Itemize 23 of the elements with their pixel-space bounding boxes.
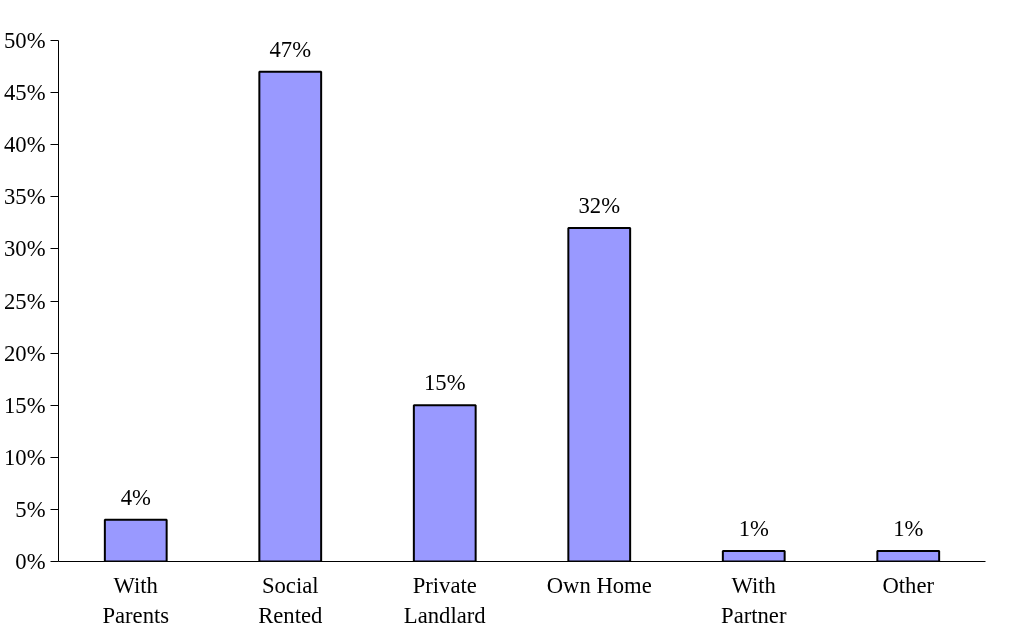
- data-label: 4%: [120, 484, 151, 510]
- x-tick-label: Private Landlard: [403, 572, 487, 628]
- y-tick-label: 50%: [3, 28, 46, 53]
- y-tick-label: 10%: [3, 444, 46, 470]
- y-tick-label: 15%: [3, 392, 46, 418]
- data-label: 1%: [738, 516, 769, 542]
- y-tick-label: 35%: [3, 184, 46, 210]
- x-tick-label: Own Home: [546, 572, 652, 598]
- data-label: 32%: [578, 193, 621, 219]
- x-tick-label: With Partner: [721, 572, 787, 628]
- y-tick-label: 0%: [15, 549, 46, 574]
- y-tick-label: 45%: [3, 80, 46, 106]
- x-tick-label: Social Rented: [258, 572, 324, 628]
- x-tick-label: With Parents: [102, 572, 170, 628]
- data-label: 1%: [893, 516, 924, 542]
- data-label: 15%: [423, 370, 466, 396]
- data-label: 47%: [269, 36, 312, 62]
- y-tick-label: 25%: [3, 288, 46, 314]
- y-tick-label: 5%: [15, 496, 46, 522]
- y-tick-label: 40%: [3, 132, 46, 158]
- x-tick-label: Other: [882, 572, 935, 598]
- y-tick-label: 20%: [3, 340, 46, 366]
- y-tick-label: 30%: [3, 236, 46, 262]
